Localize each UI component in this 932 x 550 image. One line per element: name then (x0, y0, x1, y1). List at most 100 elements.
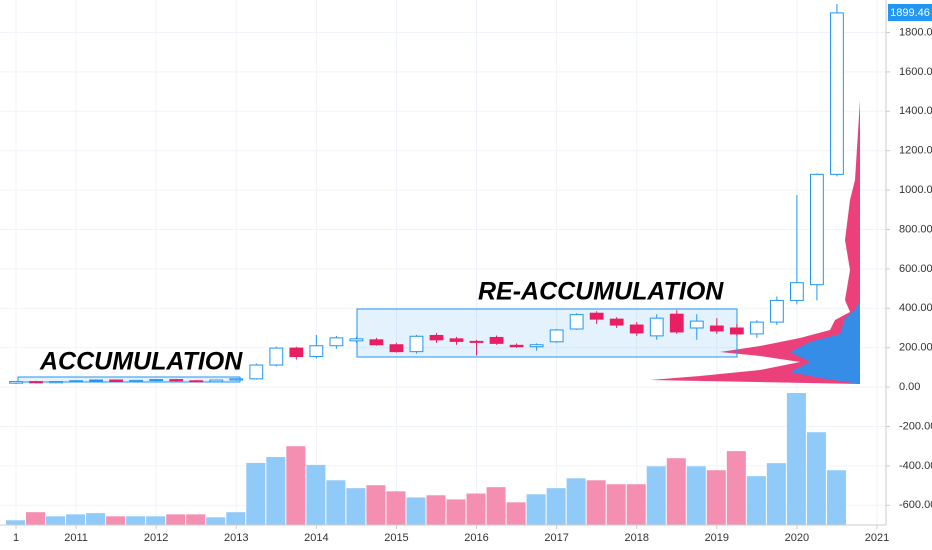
volume-bar (286, 446, 306, 525)
volume-bar (586, 480, 606, 525)
y-tick-label: 1200.00 (899, 145, 932, 157)
candle-body (609, 318, 624, 326)
candle-body (549, 329, 564, 343)
candle-body (109, 379, 124, 383)
candle-body (249, 364, 264, 380)
volume-bar (766, 463, 786, 525)
volume-bar (626, 484, 646, 525)
candle-body (469, 340, 484, 343)
volume-bar (386, 491, 406, 525)
candle-body (789, 282, 804, 301)
candle-body (129, 379, 144, 383)
candle-body (709, 325, 724, 332)
x-tick-label: 2014 (304, 532, 328, 544)
y-tick-label: 0.00 (899, 381, 920, 393)
volume-bar (126, 516, 146, 525)
candle-body (169, 379, 184, 382)
candle-body (269, 347, 284, 366)
volume-bar (566, 478, 586, 525)
y-tick-label: 1400.00 (899, 105, 932, 117)
annotation: ACCUMULATION (39, 348, 243, 376)
y-tick-label: -200.00 (899, 420, 932, 432)
candle-body (669, 313, 684, 333)
candle-body (89, 379, 104, 382)
candle-body (489, 336, 504, 344)
candle-body (309, 345, 324, 358)
volume-bar (706, 470, 726, 525)
candle-body (810, 173, 824, 286)
x-tick-label: 2016 (464, 532, 488, 544)
volume-bar (266, 457, 286, 525)
x-tick-label: 2015 (384, 532, 408, 544)
volume-bar (226, 512, 246, 525)
axes: -600.00 -400.00 -200.00 0.00 200.00 400.00 600… (13, 26, 932, 543)
x-tick-label: 2021 (865, 532, 889, 544)
x-tick-label: 2018 (624, 532, 648, 544)
volume-bar (146, 516, 166, 525)
volume-bar (326, 480, 346, 525)
candle-body (389, 344, 404, 353)
x-tick-label: 2020 (785, 532, 809, 544)
y-tick-label: 200.00 (899, 342, 932, 354)
y-tick-label: -600.00 (899, 499, 932, 511)
candle-body (749, 321, 764, 335)
x-tick-label: 2012 (144, 532, 168, 544)
volume-bar (446, 499, 466, 525)
candle-body (830, 12, 844, 175)
candle-body (229, 378, 244, 381)
volume-bar (46, 516, 66, 525)
x-tick-label: 2013 (224, 532, 248, 544)
candle-body (149, 379, 164, 382)
volume-profile-blue (790, 300, 860, 384)
last-price-label: 1899.46 (890, 7, 930, 19)
volume-bar (346, 488, 366, 525)
x-tick-label: 2019 (705, 532, 729, 544)
y-tick-label: 600.00 (899, 263, 932, 275)
candle-body (589, 312, 604, 320)
candle-body (769, 299, 784, 323)
volume-bar (366, 485, 386, 525)
volume-bar (26, 512, 46, 525)
volume-layer (6, 393, 846, 525)
volume-bar (466, 493, 486, 525)
candles-layer (9, 3, 844, 385)
volume-bar (726, 451, 746, 525)
candle-body (69, 380, 83, 383)
candle-body (289, 347, 304, 358)
candle-body (649, 317, 664, 337)
candle-body (529, 344, 544, 348)
y-tick-label: 1800.00 (899, 26, 932, 38)
volume-bar (506, 502, 526, 525)
candle-body (629, 324, 644, 334)
volume-bar (526, 494, 546, 525)
volume-bar (406, 497, 426, 525)
volume-bar (686, 466, 706, 525)
candle-body (449, 338, 464, 342)
volume-bar (166, 514, 186, 525)
x-tick-label: 2017 (544, 532, 568, 544)
volume-bar (306, 464, 326, 525)
candle-body (209, 379, 224, 383)
candle-body (689, 320, 704, 329)
y-tick-label: 1000.00 (899, 184, 932, 196)
volume-bar (646, 466, 666, 525)
candle-body (369, 339, 384, 346)
x-tick-label: 1 (13, 532, 19, 544)
annotation: RE-ACCUMULATION (478, 278, 724, 306)
last-price-box (888, 4, 932, 21)
candle-body (329, 337, 344, 347)
volume-bar (86, 513, 106, 525)
volume-bar (486, 487, 506, 525)
volume-bar (546, 488, 566, 525)
volume-bar (786, 393, 806, 525)
volume-bar (746, 476, 766, 525)
grid (0, 0, 886, 525)
candle-body (729, 327, 744, 335)
y-tick-label: -400.00 (899, 460, 932, 472)
volume-bar (6, 520, 26, 525)
volume-bar (666, 458, 686, 525)
x-tick-label: 2011 (64, 532, 88, 544)
candle-body (189, 380, 204, 383)
